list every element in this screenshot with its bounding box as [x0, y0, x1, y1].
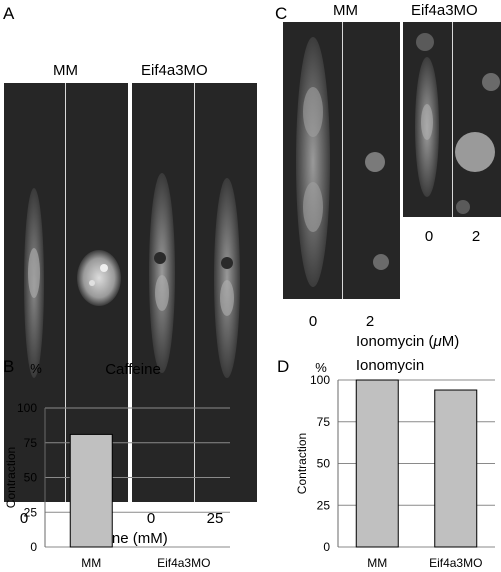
panel-a-group-label-eif4a3mo: Eif4a3MO	[141, 62, 208, 79]
panel-letter-a: A	[3, 4, 15, 23]
x-tick-label: Eif4a3MO	[157, 556, 210, 570]
y-tick-label: 0	[30, 540, 37, 554]
panel-c-group-label-mm: MM	[333, 2, 358, 19]
panel-a-tick-2: 0	[146, 510, 156, 527]
y-tick-label: 75	[317, 415, 331, 429]
micrograph-caffeine-mm	[4, 83, 128, 502]
micrograph-caffeine-mm-image	[24, 83, 121, 502]
y-tick-label: 25	[317, 498, 331, 512]
panel-c-group-label-eif4a3mo: Eif4a3MO	[411, 2, 478, 19]
unit-label: %	[30, 361, 42, 376]
y-axis-label: Contraction	[4, 447, 18, 508]
y-tick-label: 75	[24, 436, 38, 450]
micrograph-ionomycin-mm-image	[296, 22, 389, 299]
micrograph-ionomycin-eif4a3mo-image	[415, 22, 500, 217]
y-axis-label: Contraction	[295, 433, 309, 494]
x-tick-label: Eif4a3MO	[429, 556, 482, 570]
panel-a-group-label-mm: MM	[53, 62, 78, 79]
panel-c-tick-eif-0: 0	[424, 228, 434, 245]
panel-c-axis-label-suffix: M)	[441, 333, 460, 350]
panel-c-tick-mm-2: 2	[365, 313, 375, 330]
unit-label: %	[315, 360, 327, 375]
y-tick-label: 25	[24, 505, 38, 519]
panel-c-axis-label: Ionomycin (μM)	[356, 333, 459, 350]
y-tick-label: 50	[24, 471, 38, 485]
chart-ionomycin: 0 25 50 75 100 MM Eif4a3MO Ionomycin% Contractio…	[295, 357, 495, 570]
bar	[434, 389, 478, 548]
y-tick-label: 0	[323, 540, 330, 554]
bar	[69, 433, 113, 548]
chart-title: Caffeine	[105, 361, 161, 378]
x-tick-label: MM	[81, 556, 101, 570]
y-tick-label: 50	[317, 457, 331, 471]
panel-c-axis-label-unit: μ	[433, 333, 442, 350]
panel-c-axis-label-prefix: Ionomycin (	[356, 333, 434, 350]
y-tick-label: 100	[17, 401, 37, 415]
micrograph-ionomycin-mm	[283, 22, 400, 299]
panel-letter-c: C	[275, 4, 288, 23]
micrograph-ionomycin-eif4a3mo	[403, 22, 501, 217]
y-tick-label: 100	[310, 373, 330, 387]
micrograph-caffeine-eif4a3mo	[132, 83, 257, 502]
panel-c-tick-mm-0: 0	[308, 313, 318, 330]
chart-title: Ionomycin	[356, 357, 424, 374]
panel-letter-d: D	[277, 357, 290, 376]
micrograph-caffeine-eif4a3mo-image	[149, 83, 240, 502]
panel-a-tick-3: 25	[206, 510, 224, 527]
panel-a-tick-0: 0	[19, 510, 29, 527]
x-tick-label: MM	[367, 556, 387, 570]
bar	[355, 379, 399, 548]
panel-letter-b: B	[3, 357, 15, 376]
panel-c-tick-eif-2: 2	[471, 228, 481, 245]
